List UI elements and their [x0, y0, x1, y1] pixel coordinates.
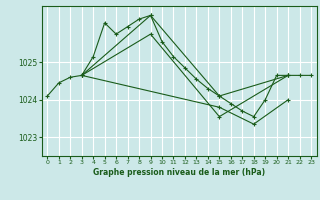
X-axis label: Graphe pression niveau de la mer (hPa): Graphe pression niveau de la mer (hPa) — [93, 168, 265, 177]
